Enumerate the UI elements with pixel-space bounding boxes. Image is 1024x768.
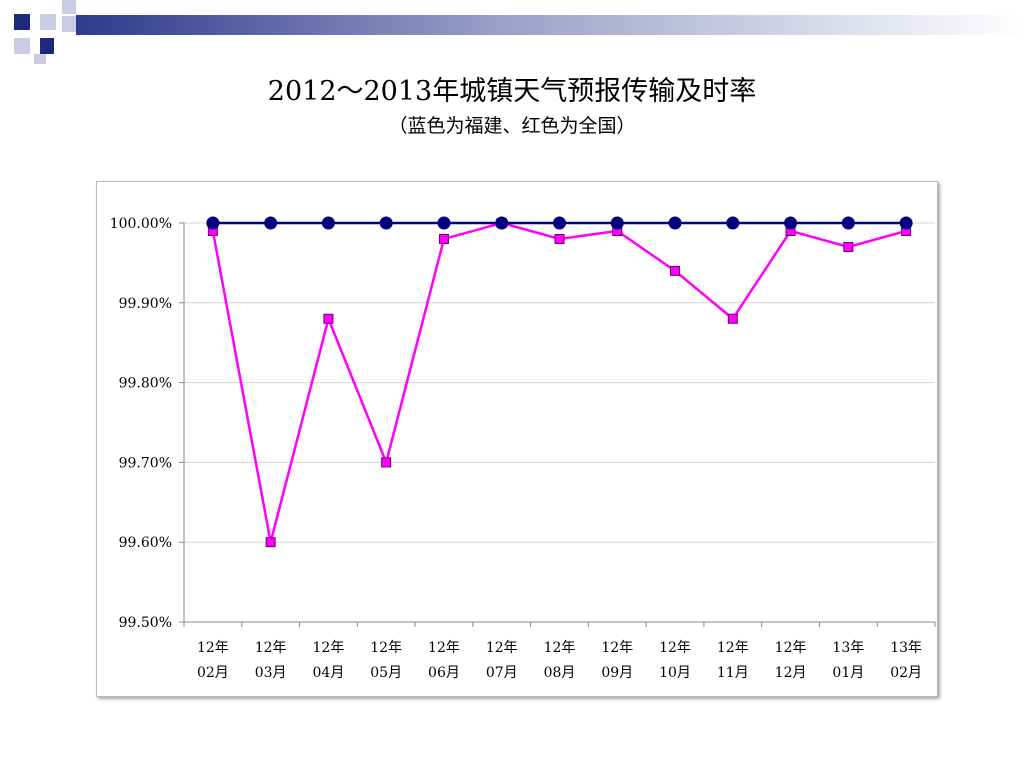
- data-point-square: [727, 313, 738, 324]
- title-block: 2012～2013年城镇天气预报传输及时率 （蓝色为福建、红色为全国）: [0, 74, 1024, 140]
- x-tick-label: 12年: [601, 640, 633, 656]
- x-tick-label: 02月: [197, 665, 229, 681]
- x-tick-label: 04月: [313, 665, 345, 681]
- x-tick-label: 12年: [486, 640, 518, 656]
- data-point-circle: [899, 216, 913, 230]
- deco-square: [62, 0, 76, 14]
- deco-square: [34, 54, 46, 64]
- x-tick-label: 12月: [775, 665, 807, 681]
- x-tick-label: 12年: [370, 640, 402, 656]
- deco-square: [62, 16, 76, 32]
- data-point-square: [381, 457, 392, 468]
- data-point-circle: [437, 216, 451, 230]
- chart-subtitle: （蓝色为福建、红色为全国）: [388, 115, 636, 137]
- x-tick-label: 12年: [659, 640, 691, 656]
- x-tick-label: 12年: [313, 640, 345, 656]
- y-tick-label: 99.80%: [119, 376, 172, 392]
- x-tick-label: 12年: [775, 640, 807, 656]
- chart-title: 2012～2013年城镇天气预报传输及时率: [267, 76, 757, 107]
- x-tick-label: 13年: [890, 640, 922, 656]
- y-tick-label: 99.70%: [119, 455, 172, 471]
- x-tick-label: 06月: [428, 665, 460, 681]
- deco-square: [14, 38, 30, 54]
- deco-square: [40, 38, 54, 54]
- x-tick-label: 01月: [832, 665, 864, 681]
- data-point-circle: [841, 216, 855, 230]
- data-point-square: [670, 265, 681, 276]
- x-tick-label: 09月: [601, 665, 633, 681]
- data-point-square: [843, 241, 854, 252]
- data-point-circle: [379, 216, 393, 230]
- x-tick-label: 12年: [717, 640, 749, 656]
- x-tick-label: 08月: [544, 665, 576, 681]
- data-point-square: [438, 233, 449, 244]
- x-tick-label: 12年: [255, 640, 287, 656]
- x-tick-label: 05月: [370, 665, 402, 681]
- data-point-square: [265, 537, 276, 548]
- x-tick-label: 03月: [255, 665, 287, 681]
- corner-decoration: [14, 0, 1024, 64]
- y-tick-label: 99.60%: [119, 535, 172, 551]
- data-point-circle: [784, 216, 798, 230]
- data-point-circle: [553, 216, 566, 230]
- data-point-square: [554, 233, 565, 244]
- x-tick-label: 10月: [659, 665, 691, 681]
- y-tick-label: 99.90%: [119, 296, 172, 312]
- deco-square: [14, 14, 30, 30]
- deco-square: [40, 14, 56, 30]
- x-tick-label: 11月: [717, 665, 749, 681]
- x-tick-label: 02月: [890, 665, 922, 681]
- data-point-circle: [495, 216, 509, 230]
- data-point-circle: [668, 216, 682, 230]
- data-point-circle: [264, 216, 278, 230]
- x-tick-label: 13年: [832, 640, 864, 656]
- data-point-circle: [726, 216, 740, 230]
- data-point-circle: [321, 216, 335, 230]
- y-tick-label: 100.00%: [110, 216, 172, 232]
- chart-frame: 99.50% 99.60% 99.70% 99.80% 99.90% 100.00% 12年…: [96, 181, 938, 697]
- x-tick-label: 12年: [544, 640, 576, 656]
- data-point-circle: [206, 216, 220, 230]
- header-gradient-band: [76, 15, 1024, 35]
- x-tick-label: 12年: [197, 640, 229, 656]
- y-tick-label: 99.50%: [119, 615, 172, 631]
- data-point-circle: [610, 216, 624, 230]
- x-tick-label: 07月: [486, 665, 518, 681]
- x-tick-label: 12年: [428, 640, 460, 656]
- data-point-square: [323, 313, 334, 324]
- line-chart: 99.50% 99.60% 99.70% 99.80% 99.90% 100.00% 12年…: [110, 216, 936, 681]
